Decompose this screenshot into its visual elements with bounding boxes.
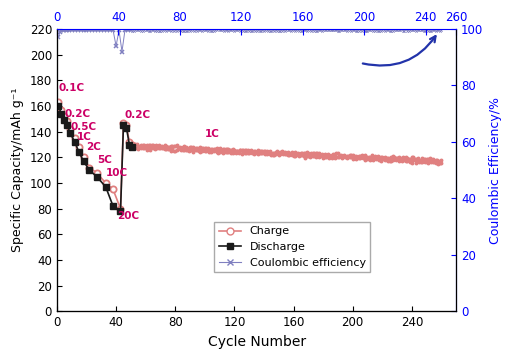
Text: 2C: 2C: [86, 142, 101, 152]
Text: 0.5C: 0.5C: [70, 122, 96, 131]
Text: 0.2C: 0.2C: [64, 109, 90, 119]
Y-axis label: Specific Capacity/mAh g⁻¹: Specific Capacity/mAh g⁻¹: [11, 88, 24, 252]
Text: 0.2C: 0.2C: [125, 110, 151, 120]
Text: 20C: 20C: [117, 211, 139, 221]
Legend: Charge, Discharge, Coulombic efficiency: Charge, Discharge, Coulombic efficiency: [214, 222, 370, 272]
Text: 10C: 10C: [106, 168, 128, 178]
Y-axis label: Coulombic Efficiency/%: Coulombic Efficiency/%: [489, 97, 502, 244]
X-axis label: Cycle Number: Cycle Number: [207, 335, 306, 349]
Text: 1C: 1C: [205, 129, 220, 139]
Text: 5C: 5C: [97, 155, 112, 165]
Text: 1C: 1C: [77, 132, 92, 142]
Text: 0.1C: 0.1C: [58, 83, 85, 93]
